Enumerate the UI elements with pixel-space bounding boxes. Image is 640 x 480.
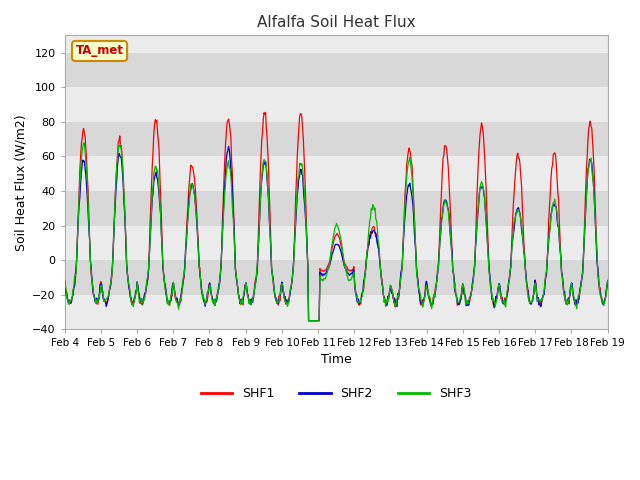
SHF2	[182, 247, 189, 253]
Bar	[65, 191, 607, 226]
SHF2	[404, 187, 412, 193]
SHF1	[305, 318, 312, 324]
SHF2	[420, 298, 428, 304]
SHF2	[211, 301, 218, 307]
SHF3	[305, 318, 312, 324]
SHF3	[70, 275, 78, 280]
SHF3	[420, 300, 428, 306]
SHF2	[305, 318, 312, 324]
SHF2	[604, 277, 611, 283]
SHF1	[604, 279, 611, 285]
SHF2	[70, 283, 78, 289]
SHF1	[182, 253, 189, 259]
SHF1	[61, 278, 68, 284]
SHF1	[404, 155, 412, 161]
Bar	[65, 53, 607, 87]
SHF3	[182, 237, 190, 242]
Text: TA_met: TA_met	[76, 45, 124, 58]
Y-axis label: Soil Heat Flux (W/m2): Soil Heat Flux (W/m2)	[15, 114, 28, 251]
Bar	[65, 156, 607, 191]
SHF2	[127, 295, 134, 300]
SHF2	[61, 278, 68, 284]
SHF1	[262, 109, 269, 115]
Bar	[65, 87, 607, 122]
SHF3	[604, 278, 611, 284]
SHF3	[127, 299, 135, 304]
Bar	[65, 295, 607, 329]
Legend: SHF1, SHF2, SHF3: SHF1, SHF2, SHF3	[196, 383, 477, 406]
SHF3	[81, 140, 88, 146]
Title: Alfalfa Soil Heat Flux: Alfalfa Soil Heat Flux	[257, 15, 415, 30]
Bar	[65, 122, 607, 156]
SHF1	[127, 293, 134, 299]
SHF1	[420, 300, 428, 305]
SHF2	[225, 144, 232, 149]
Line: SHF3: SHF3	[65, 143, 607, 321]
SHF1	[70, 284, 78, 289]
Line: SHF1: SHF1	[65, 112, 607, 321]
X-axis label: Time: Time	[321, 352, 351, 366]
Bar	[65, 260, 607, 295]
Line: SHF2: SHF2	[65, 146, 607, 321]
SHF3	[61, 278, 68, 284]
Bar	[65, 226, 607, 260]
SHF1	[211, 300, 218, 306]
SHF3	[211, 302, 219, 308]
SHF3	[404, 165, 412, 171]
